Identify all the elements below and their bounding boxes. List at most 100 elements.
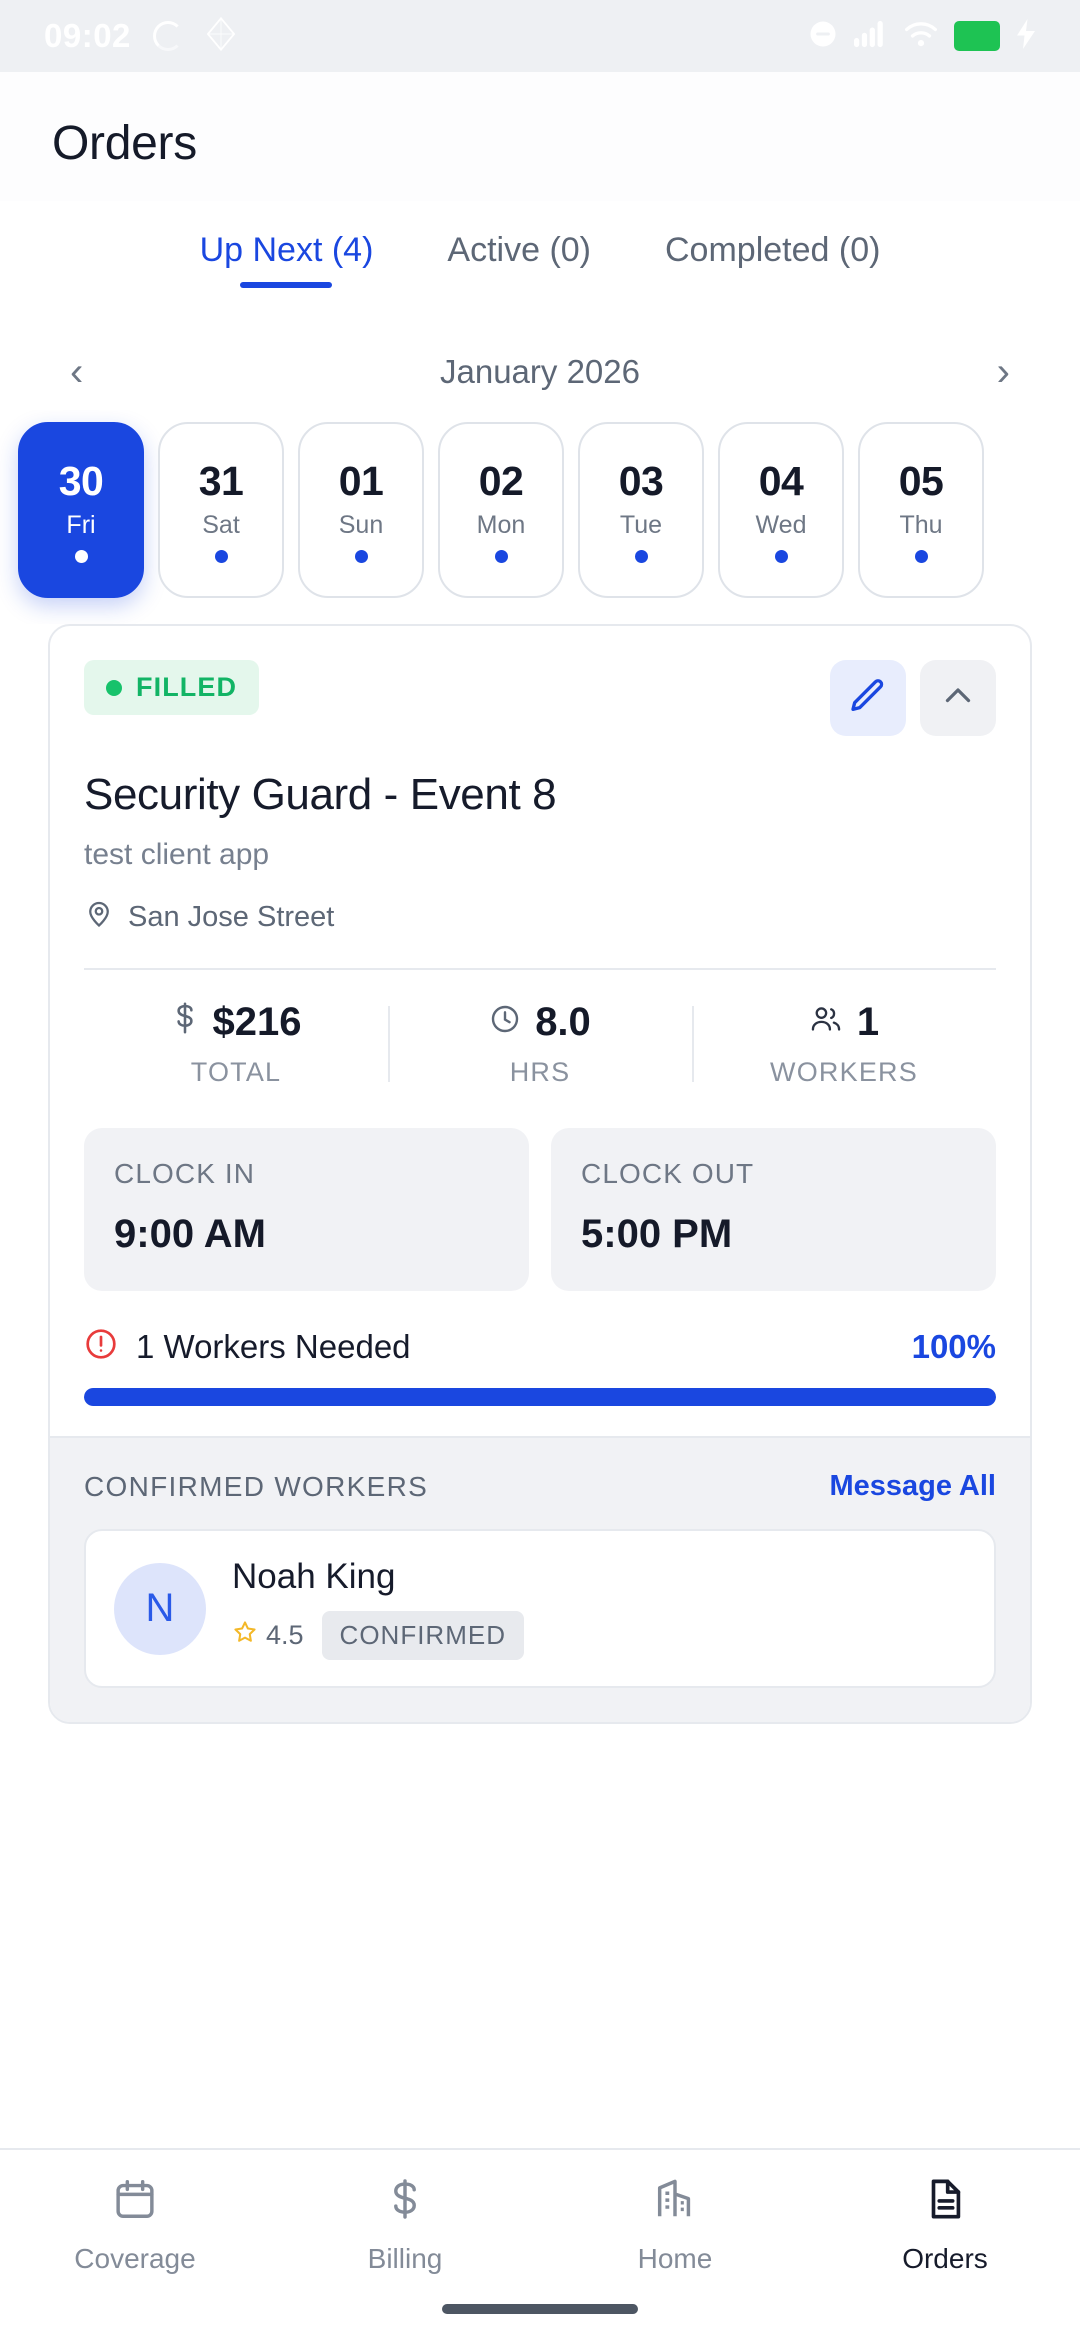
date-pill-31[interactable]: 31 Sat	[158, 422, 284, 598]
stat-hours-label: HRS	[509, 1057, 571, 1087]
building-icon	[652, 2176, 698, 2227]
month-label: January 2026	[440, 353, 640, 390]
date-pill-dot	[214, 549, 228, 563]
order-title: Security Guard - Event 8	[84, 770, 557, 819]
confirmed-workers-section: CONFIRMED WORKERS Message All N Noah Kin…	[50, 1436, 1030, 1722]
card-divider	[84, 968, 996, 970]
worker-name: Noah King	[232, 1557, 396, 1596]
stat-total: $216 TOTAL	[84, 1000, 388, 1088]
worker-status-chip: CONFIRMED	[321, 1611, 524, 1660]
charging-bolt-icon	[1016, 18, 1036, 54]
worker-rating-value: 4.5	[266, 1620, 304, 1650]
stat-total-value: $216	[212, 1000, 302, 1044]
nav-item-coverage[interactable]: Coverage	[0, 2176, 270, 2340]
chevron-right-icon[interactable]: ›	[996, 350, 1010, 394]
battery-charging-icon	[954, 21, 1000, 51]
clock-in-box[interactable]: CLOCK IN 9:00 AM	[84, 1128, 529, 1291]
stat-hours-value: 8.0	[535, 1000, 591, 1044]
date-pill-weekday: Fri	[66, 510, 96, 539]
date-pill-weekday: Sun	[338, 510, 384, 539]
wifi-icon	[904, 21, 938, 52]
date-pill-dot	[74, 549, 88, 563]
location-pin-icon	[84, 898, 114, 936]
date-pill-02[interactable]: 02 Mon	[438, 422, 564, 598]
bottom-navigation: Coverage Billing Home Orders	[0, 2148, 1080, 2340]
order-card-actions	[830, 660, 996, 736]
order-client: test client app	[84, 838, 270, 871]
date-pill-dot	[494, 549, 508, 563]
stat-workers-label: WORKERS	[770, 1057, 918, 1087]
month-navigator: ‹ January 2026 ›	[0, 296, 1080, 410]
worker-info: Noah King 4.5 CONFIRMED	[232, 1557, 524, 1660]
calendar-icon	[112, 2176, 158, 2227]
message-all-link[interactable]: Message All	[829, 1470, 996, 1502]
date-pill-01[interactable]: 01 Sun	[298, 422, 424, 598]
dollar-icon	[171, 1000, 199, 1045]
date-pill-number: 04	[758, 457, 804, 504]
edit-order-button[interactable]	[830, 660, 906, 736]
nav-label-orders: Orders	[902, 2243, 988, 2274]
date-pill-dot	[634, 549, 648, 563]
date-pill-weekday: Mon	[476, 510, 526, 539]
order-card-body: FILLED	[50, 626, 1030, 1436]
order-list: FILLED	[0, 624, 1080, 1724]
date-pill-number: 02	[478, 457, 524, 504]
tab-up-next[interactable]: Up Next (4)	[182, 223, 392, 296]
status-bar-left: 09:02	[44, 16, 237, 56]
dollar-icon	[382, 2176, 428, 2227]
nav-item-home[interactable]: Home	[540, 2176, 810, 2340]
stat-hours-value-row: 8.0	[489, 1000, 591, 1045]
people-icon	[809, 1000, 843, 1045]
tab-completed[interactable]: Completed (0)	[665, 231, 881, 269]
date-pill-04[interactable]: 04 Wed	[718, 422, 844, 598]
worker-row[interactable]: N Noah King 4.5 CONFIRMED	[84, 1529, 996, 1688]
date-pill-dot	[914, 549, 928, 563]
status-bar-right	[808, 18, 1036, 54]
date-pill-dot	[774, 549, 788, 563]
clock-out-value: 5:00 PM	[581, 1212, 733, 1256]
alert-circle-icon	[84, 1327, 118, 1366]
order-location: San Jose Street	[84, 898, 996, 936]
star-icon	[232, 1619, 258, 1652]
page-header: Orders	[0, 72, 1080, 201]
page-title: Orders	[52, 117, 197, 170]
date-pill-05[interactable]: 05 Thu	[858, 422, 984, 598]
signal-icon	[854, 20, 888, 53]
date-strip[interactable]: 30 Fri 31 Sat 01 Sun 02 Mon 03 Tue 04 We…	[0, 410, 1080, 624]
fill-progress-value	[84, 1388, 996, 1406]
nav-item-orders[interactable]: Orders	[810, 2176, 1080, 2340]
clock-out-label: CLOCK OUT	[581, 1158, 755, 1189]
date-pill-30[interactable]: 30 Fri	[18, 422, 144, 598]
date-pill-weekday: Tue	[619, 510, 663, 539]
clock-times: CLOCK IN 9:00 AM CLOCK OUT 5:00 PM	[84, 1128, 996, 1291]
date-pill-number: 30	[58, 457, 104, 504]
stat-total-value-row: $216	[171, 1000, 302, 1045]
tab-bar: Up Next (4) Active (0) Completed (0)	[0, 201, 1080, 296]
nav-item-billing[interactable]: Billing	[270, 2176, 540, 2340]
stat-hours: 8.0 HRS	[388, 1000, 692, 1088]
chevron-up-icon	[940, 678, 976, 719]
document-icon	[922, 2176, 968, 2227]
do-not-disturb-icon	[808, 19, 838, 54]
fill-progress-bar	[84, 1388, 996, 1406]
date-pill-weekday: Thu	[899, 510, 943, 539]
order-card-header: FILLED	[84, 660, 996, 736]
chevron-left-icon[interactable]: ‹	[70, 350, 84, 394]
confirmed-workers-header: CONFIRMED WORKERS Message All	[84, 1470, 996, 1503]
stat-workers-value-row: 1	[809, 1000, 879, 1045]
avatar: N	[114, 1562, 206, 1655]
collapse-order-button[interactable]	[920, 660, 996, 736]
order-card[interactable]: FILLED	[48, 624, 1032, 1724]
date-pill-number: 01	[338, 457, 384, 504]
order-location-label: San Jose Street	[128, 900, 335, 933]
date-pill-number: 05	[898, 457, 944, 504]
clock-icon	[489, 1000, 521, 1045]
clock-in-label: CLOCK IN	[114, 1158, 256, 1189]
clock-out-box[interactable]: CLOCK OUT 5:00 PM	[551, 1128, 996, 1291]
date-pill-weekday: Wed	[755, 510, 807, 539]
stat-total-label: TOTAL	[190, 1057, 282, 1087]
spinner-icon	[152, 21, 183, 51]
status-bar: 09:02	[0, 0, 1080, 72]
date-pill-03[interactable]: 03 Tue	[578, 422, 704, 598]
tab-active[interactable]: Active (0)	[447, 231, 591, 269]
